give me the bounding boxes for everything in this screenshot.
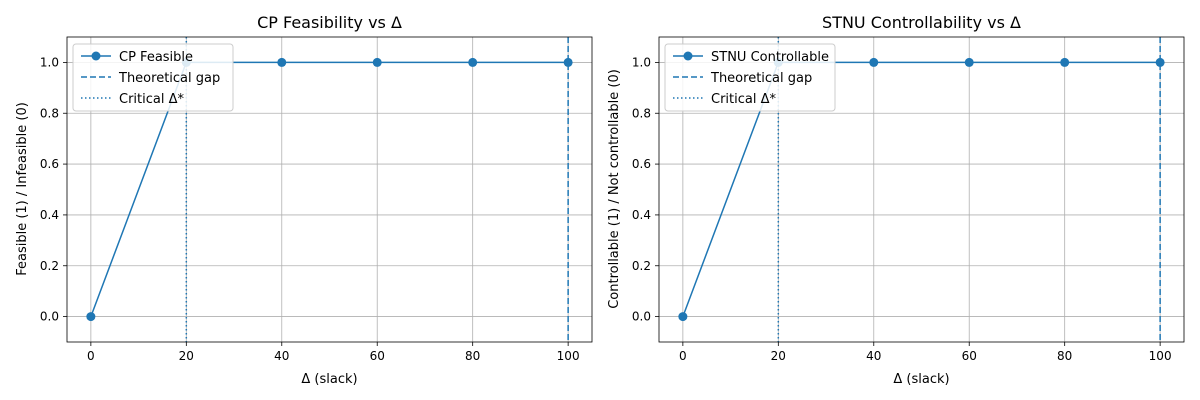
- chart-panel-feasibility: CP Feasibility vs Δ Δ (slack) Feasible (…: [15, 13, 593, 387]
- x-tick-label: 0: [679, 349, 687, 363]
- x-tick-label: 20: [771, 349, 786, 363]
- legend: CP Feasible Theoretical gap Critical Δ*: [72, 43, 234, 112]
- y-tick-label: 0.0: [632, 310, 651, 324]
- y-axis-label: Feasible (1) / Infeasible (0): [15, 102, 30, 276]
- chart-title: STNU Controllability vs Δ: [822, 13, 1021, 32]
- x-tick-label: 60: [962, 349, 977, 363]
- legend-entry-series: CP Feasible: [81, 50, 193, 65]
- x-tick-label: 100: [557, 349, 580, 363]
- y-tick-label: 0.8: [40, 106, 59, 120]
- plot-frame: [658, 36, 1185, 343]
- data-point: [563, 57, 573, 67]
- reference-lines: [185, 37, 569, 342]
- legend-label: STNU Controllable: [711, 50, 829, 65]
- legend-entry-theoretical-gap: Theoretical gap: [81, 71, 220, 86]
- data-point: [678, 312, 688, 322]
- x-tick-label: 100: [1149, 349, 1172, 363]
- legend-entry-critical-delta: Critical Δ*: [673, 92, 776, 107]
- y-axis-label: Controllable (1) / Not controllable (0): [607, 69, 622, 309]
- data-point: [964, 57, 974, 67]
- ticks: 0 20 40 60 80 100 0.0 0.2 0.4 0.6 0.8 1.0: [40, 55, 580, 363]
- y-tick-label: 0.0: [40, 310, 59, 324]
- chart-title: CP Feasibility vs Δ: [257, 13, 402, 32]
- x-tick-label: 80: [1057, 349, 1072, 363]
- reference-lines: [777, 37, 1161, 342]
- y-tick-label: 0.4: [632, 208, 651, 222]
- data-point: [277, 57, 287, 67]
- data-point: [468, 57, 478, 67]
- x-tick-label: 40: [274, 349, 289, 363]
- y-tick-label: 1.0: [632, 55, 651, 69]
- chart-panel-controllability: STNU Controllability vs Δ Δ (slack) Cont…: [607, 13, 1185, 387]
- x-tick-label: 20: [179, 349, 194, 363]
- x-axis-label: Δ (slack): [301, 372, 357, 387]
- legend-label: Critical Δ*: [119, 92, 184, 107]
- legend-swatch-marker: [91, 51, 101, 61]
- data-point: [869, 57, 879, 67]
- x-axis-label: Δ (slack): [893, 372, 949, 387]
- y-tick-label: 0.2: [632, 259, 651, 273]
- data-point: [86, 312, 96, 322]
- legend-box: [664, 43, 836, 112]
- y-tick-label: 0.8: [632, 106, 651, 120]
- legend-label: CP Feasible: [119, 50, 193, 65]
- data-point: [1155, 57, 1165, 67]
- y-tick-label: 0.6: [632, 157, 651, 171]
- legend: STNU Controllable Theoretical gap Critical…: [664, 43, 836, 112]
- legend-swatch-marker: [683, 51, 693, 61]
- y-tick-label: 0.6: [40, 157, 59, 171]
- plot-frame: [66, 36, 593, 343]
- legend-box: [72, 43, 234, 112]
- data-point: [372, 57, 382, 67]
- legend-label: Theoretical gap: [118, 71, 220, 86]
- ticks: 0 20 40 60 80 100 0.0 0.2 0.4 0.6 0.8 1.0: [632, 55, 1172, 363]
- y-tick-label: 0.4: [40, 208, 59, 222]
- x-tick-label: 60: [370, 349, 385, 363]
- data-point: [1060, 57, 1070, 67]
- legend-entry-series: STNU Controllable: [673, 50, 829, 65]
- legend-label: Critical Δ*: [711, 92, 776, 107]
- legend-entry-theoretical-gap: Theoretical gap: [673, 71, 812, 86]
- x-tick-label: 80: [465, 349, 480, 363]
- y-tick-label: 1.0: [40, 55, 59, 69]
- legend-entry-critical-delta: Critical Δ*: [81, 92, 184, 107]
- x-tick-label: 40: [866, 349, 881, 363]
- x-tick-label: 0: [87, 349, 95, 363]
- legend-label: Theoretical gap: [710, 71, 812, 86]
- y-tick-label: 0.2: [40, 259, 59, 273]
